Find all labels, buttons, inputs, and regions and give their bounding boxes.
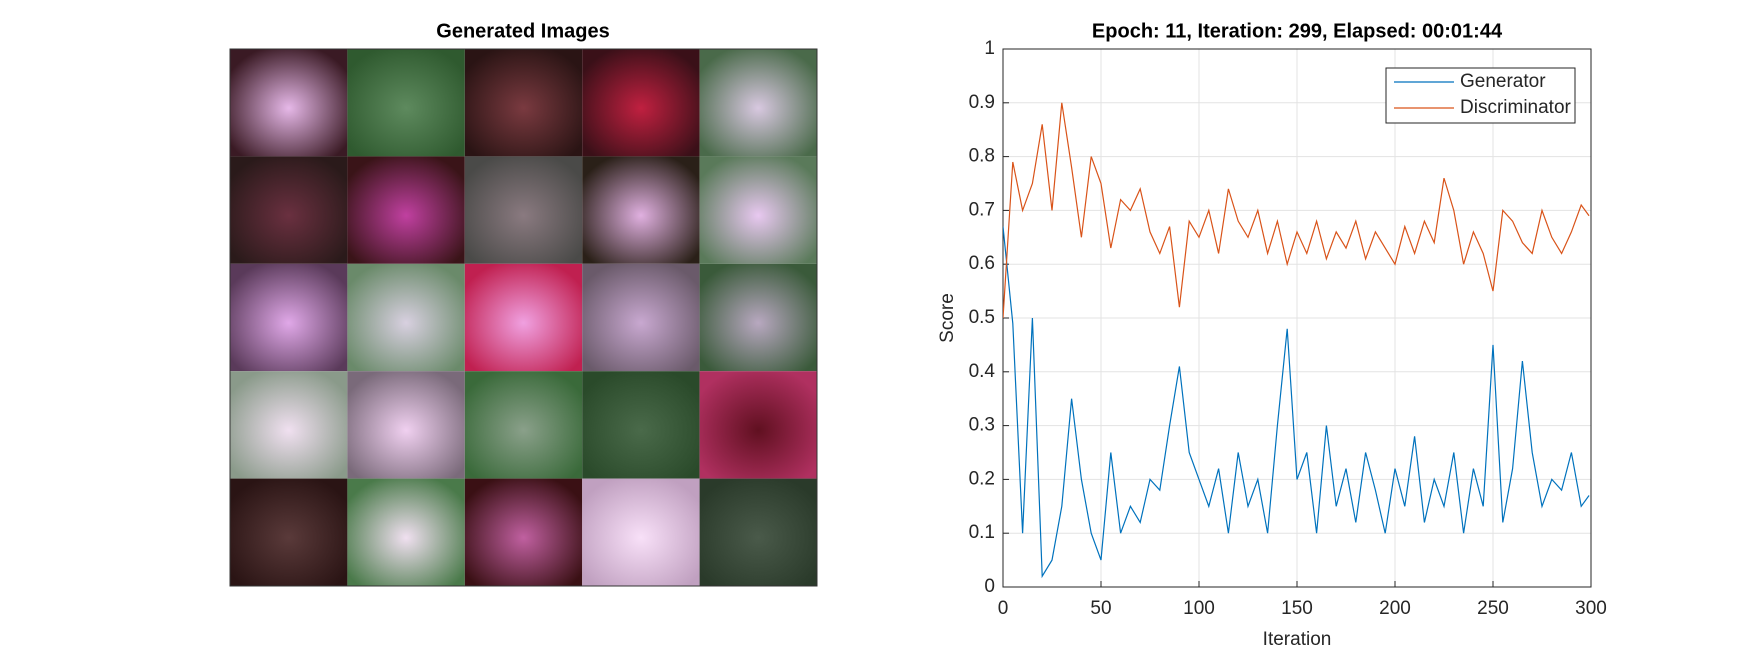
y-tick-label: 0.8 [969, 146, 995, 167]
image-tile [230, 478, 348, 586]
image-tile [699, 371, 817, 479]
image-tile [582, 478, 700, 586]
legend-label: Generator [1460, 71, 1546, 92]
image-tile [347, 156, 465, 264]
image-tile [582, 371, 700, 479]
y-tick-label: 0.1 [969, 522, 995, 543]
image-tile [464, 263, 583, 372]
x-tick-label: 200 [1379, 598, 1411, 619]
image-tile [464, 49, 583, 157]
image-tile [699, 156, 817, 264]
x-tick-label: 50 [1090, 598, 1111, 619]
y-tick-label: 0.5 [969, 307, 995, 328]
series-line [1003, 102, 1590, 319]
y-axis-label: Score [937, 293, 958, 343]
legend-label: Discriminator [1460, 97, 1572, 118]
image-tile [464, 478, 583, 586]
x-tick-label: 100 [1183, 598, 1215, 619]
image-tile [582, 49, 700, 157]
image-tile [347, 371, 465, 479]
image-tile [464, 371, 583, 479]
image-tile [230, 371, 348, 479]
image-tile [699, 263, 817, 372]
image-tile [347, 49, 465, 157]
chart-title: Epoch: 11, Iteration: 299, Elapsed: 00:0… [1092, 20, 1503, 42]
y-tick-label: 0.2 [969, 468, 995, 489]
x-tick-label: 0 [998, 598, 1009, 619]
image-tile [347, 263, 465, 372]
x-tick-label: 300 [1575, 598, 1607, 619]
image-tile [464, 156, 583, 264]
image-title: Generated Images [436, 20, 609, 42]
image-tile [230, 156, 348, 264]
image-tile [699, 49, 817, 157]
y-tick-label: 0.6 [969, 253, 995, 274]
image-tile [230, 49, 348, 157]
image-tile [699, 478, 817, 586]
legend-box [1385, 67, 1576, 124]
x-tick-label: 150 [1281, 598, 1313, 619]
series-line [1003, 226, 1590, 579]
image-tile [347, 478, 465, 586]
image-border [229, 48, 818, 587]
image-tile [582, 156, 700, 264]
image-tile [582, 263, 700, 372]
y-tick-label: 0.9 [969, 92, 995, 113]
y-tick-label: 0.4 [969, 361, 996, 382]
image-grid [230, 49, 817, 586]
y-tick-label: 0.3 [969, 415, 995, 436]
y-tick-label: 1 [984, 38, 995, 59]
x-tick-label: 250 [1477, 598, 1509, 619]
x-axis-label: Iteration [1263, 629, 1332, 650]
y-tick-label: 0.7 [969, 199, 995, 220]
y-tick-label: 0 [984, 576, 995, 597]
image-tile [230, 263, 348, 372]
